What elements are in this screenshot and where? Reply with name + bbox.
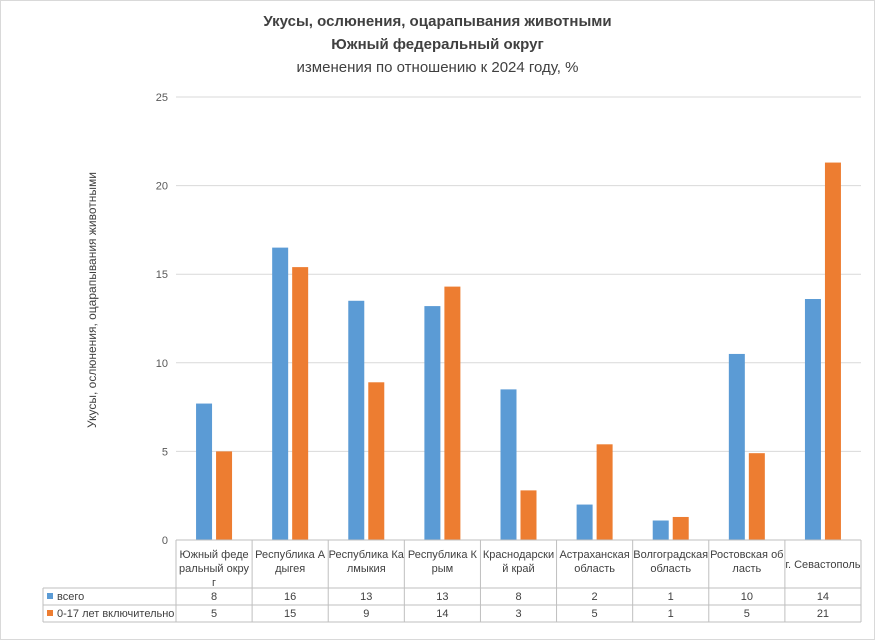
- bar-children: [672, 516, 689, 540]
- bar-total: [424, 306, 441, 540]
- table-value: 3: [515, 608, 521, 620]
- table-value: 14: [817, 591, 829, 603]
- bar-total: [272, 247, 289, 540]
- table-value: 13: [436, 591, 448, 603]
- category-label: Волгоградская: [633, 549, 708, 561]
- bar-children: [444, 286, 461, 540]
- chart-subtitle: Южный федеральный округ: [331, 36, 544, 53]
- table-value: 8: [211, 591, 217, 603]
- bar-children: [596, 444, 613, 540]
- category-label: Республика А: [255, 549, 326, 561]
- bar-total: [500, 389, 517, 540]
- category-label: Республика К: [408, 549, 478, 561]
- y-tick-label: 20: [156, 181, 168, 193]
- bar-total: [804, 299, 821, 540]
- table-value: 13: [360, 591, 372, 603]
- category-label: ласть: [732, 563, 761, 575]
- legend-label: 0-17 лет включительно: [57, 608, 174, 620]
- table-value: 10: [741, 591, 753, 603]
- bar-total: [576, 504, 593, 540]
- category-label: лмыкия: [347, 563, 386, 575]
- category-label: ральный окру: [179, 563, 249, 575]
- table-value: 16: [284, 591, 296, 603]
- table-value: 8: [515, 591, 521, 603]
- chart-subtitle-2: изменения по отношению к 2024 году, %: [296, 59, 579, 76]
- category-label: г: [212, 577, 216, 589]
- category-label: рым: [432, 563, 454, 575]
- legend-key-total: [47, 593, 53, 599]
- category-label: Южный феде: [179, 549, 248, 561]
- y-tick-label: 5: [162, 446, 168, 458]
- table-value: 2: [592, 591, 598, 603]
- table-value: 5: [592, 608, 598, 620]
- legend-key-children: [47, 610, 53, 616]
- bar-total: [196, 403, 213, 540]
- legend-label: всего: [57, 591, 84, 603]
- category-label: область: [650, 563, 691, 575]
- bar-total: [348, 300, 365, 540]
- bar-total: [652, 520, 669, 540]
- bar-children: [520, 490, 537, 540]
- category-label: дыгея: [275, 563, 305, 575]
- table-value: 1: [668, 591, 674, 603]
- bar-children: [748, 453, 765, 540]
- bar-children: [824, 162, 841, 540]
- table-value: 9: [363, 608, 369, 620]
- y-tick-label: 25: [156, 92, 168, 104]
- y-tick-label: 15: [156, 269, 168, 281]
- table-value: 14: [436, 608, 448, 620]
- category-label: Краснодарски: [483, 549, 554, 561]
- category-label: г. Севастополь: [785, 559, 860, 571]
- table-value: 1: [668, 608, 674, 620]
- category-label: Ростовская об: [710, 549, 783, 561]
- y-tick-label: 0: [162, 535, 168, 547]
- table-value: 15: [284, 608, 296, 620]
- category-label: Республика Ка: [329, 549, 405, 561]
- category-label: й край: [502, 563, 534, 575]
- table-value: 5: [744, 608, 750, 620]
- bar-children: [368, 382, 385, 540]
- chart-title: Укусы, ослюнения, оцарапывания животными: [263, 13, 612, 30]
- bar-children: [216, 451, 233, 540]
- table-value: 21: [817, 608, 829, 620]
- table-value: 5: [211, 608, 217, 620]
- bar-total: [728, 353, 745, 540]
- bar-children: [292, 267, 309, 540]
- y-tick-label: 10: [156, 358, 168, 370]
- category-label: область: [574, 563, 615, 575]
- category-label: Астраханская: [559, 549, 629, 561]
